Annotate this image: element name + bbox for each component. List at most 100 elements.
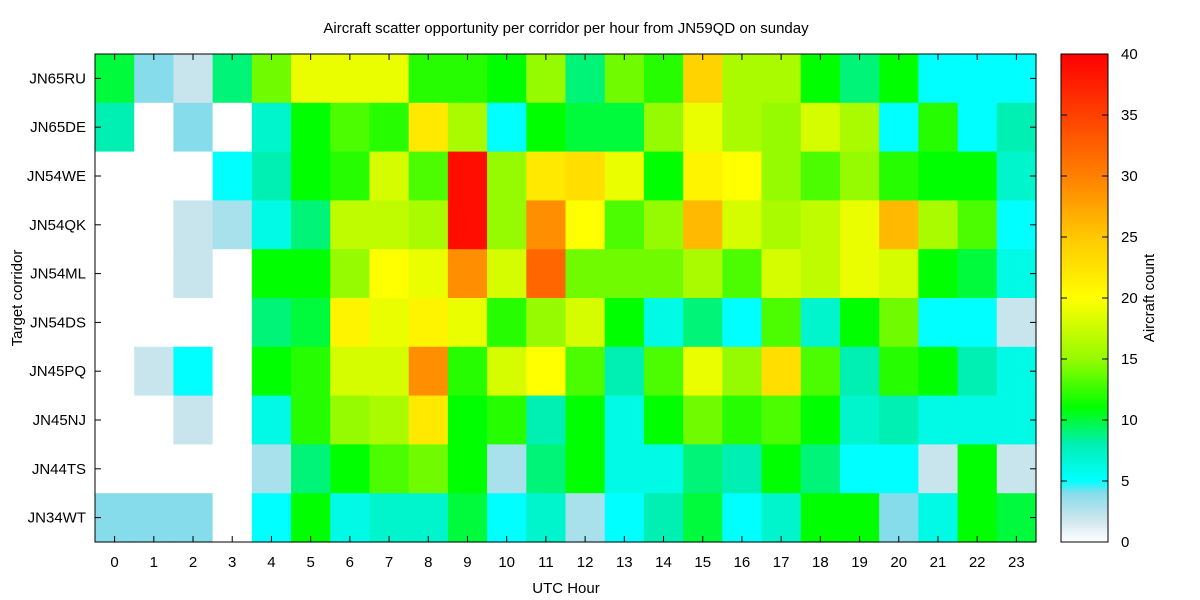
x-tick-label: 6: [346, 554, 354, 571]
heatmap-cell: [957, 249, 998, 299]
heatmap-cell: [291, 298, 331, 348]
heatmap-cell: [565, 151, 606, 201]
heatmap-cell: [134, 298, 175, 348]
heatmap-cell: [839, 54, 880, 104]
heatmap-cell: [839, 249, 880, 299]
heatmap-cell: [879, 444, 919, 494]
heatmap-cell: [918, 298, 959, 348]
heatmap-cell: [447, 493, 488, 543]
heatmap-cell: [996, 200, 1037, 250]
heatmap-cell: [996, 249, 1037, 299]
heatmap-cell: [565, 200, 606, 250]
heatmap-cell: [95, 54, 135, 104]
heatmap-cell: [251, 200, 292, 250]
x-axis-label: UTC Hour: [532, 580, 600, 597]
heatmap-cell: [369, 102, 410, 153]
heatmap-cell: [330, 54, 371, 104]
heatmap-cell: [408, 298, 449, 348]
heatmap-cell: [800, 346, 841, 397]
colorbar-tick-label: 35: [1121, 107, 1138, 124]
heatmap-cell: [722, 151, 763, 201]
heatmap-cell: [604, 151, 645, 201]
y-tick-label: JN45NJ: [33, 412, 86, 429]
heatmap-cell: [761, 151, 802, 201]
heatmap-cell: [291, 346, 331, 397]
heatmap-cell: [565, 346, 606, 397]
colorbar-label: Aircraft count: [1141, 253, 1158, 342]
heatmap-cell: [643, 54, 684, 104]
x-axis-ticks: 0 1 2 3 4 5 6 7 8 9 10 11 12 13 14 15 16 17 18 19 20 21 22 23: [110, 54, 1025, 571]
heatmap-cell: [643, 102, 684, 153]
heatmap-cell: [134, 200, 175, 250]
x-tick-label: 5: [306, 554, 314, 571]
heatmap-cell: [291, 249, 331, 299]
heatmap-cell: [643, 151, 684, 201]
heatmap-cell: [839, 444, 880, 494]
heatmap-cell: [879, 249, 919, 299]
heatmap-cell: [212, 102, 253, 153]
heatmap-cell: [212, 200, 253, 250]
heatmap-cell: [996, 395, 1037, 445]
heatmap-cell: [526, 54, 567, 104]
heatmap-cell: [526, 444, 567, 494]
heatmap-cell: [526, 298, 567, 348]
heatmap-cell: [839, 200, 880, 250]
heatmap-cell: [604, 200, 645, 250]
x-tick-label: 16: [734, 554, 751, 571]
heatmap-cell: [957, 102, 998, 153]
x-tick-label: 19: [851, 554, 868, 571]
colorbar-tick-label: 5: [1121, 473, 1129, 490]
heatmap-cells: [95, 54, 1037, 543]
heatmap-cell: [643, 493, 684, 543]
colorbar-tick-label: 25: [1121, 229, 1138, 246]
heatmap-cell: [291, 200, 331, 250]
heatmap-cell: [565, 249, 606, 299]
heatmap-cell: [918, 102, 959, 153]
heatmap-cell: [134, 54, 175, 104]
heatmap-cell: [212, 444, 253, 494]
heatmap-cell: [565, 102, 606, 153]
heatmap-cell: [800, 298, 841, 348]
heatmap-cell: [957, 444, 998, 494]
heatmap-cell: [957, 151, 998, 201]
heatmap-cell: [212, 151, 253, 201]
heatmap-cell: [447, 54, 488, 104]
x-tick-label: 13: [616, 554, 633, 571]
heatmap-cell: [173, 395, 214, 445]
heatmap-cell: [369, 493, 410, 543]
colorbar-tick-label: 0: [1121, 534, 1129, 551]
x-tick-label: 21: [930, 554, 947, 571]
heatmap-cell: [330, 102, 371, 153]
colorbar-tick-label: 10: [1121, 412, 1138, 429]
heatmap-cell: [526, 200, 567, 250]
heatmap-cell: [251, 493, 292, 543]
heatmap-cell: [604, 102, 645, 153]
heatmap-cell: [408, 54, 449, 104]
heatmap-cell: [369, 346, 410, 397]
heatmap-cell: [487, 298, 527, 348]
heatmap-cell: [643, 249, 684, 299]
heatmap-cell: [369, 395, 410, 445]
heatmap-cell: [683, 346, 723, 397]
heatmap-cell: [957, 200, 998, 250]
heatmap-cell: [918, 395, 959, 445]
heatmap-cell: [134, 102, 175, 153]
x-tick-label: 17: [773, 554, 790, 571]
heatmap-cell: [487, 444, 527, 494]
heatmap-cell: [761, 200, 802, 250]
heatmap-cell: [918, 444, 959, 494]
heatmap-cell: [487, 102, 527, 153]
heatmap-cell: [996, 102, 1037, 153]
heatmap-cell: [761, 346, 802, 397]
y-tick-label: JN65DE: [30, 119, 86, 136]
heatmap-cell: [918, 151, 959, 201]
heatmap-cell: [683, 249, 723, 299]
heatmap-cell: [643, 346, 684, 397]
y-tick-label: JN54DS: [30, 314, 86, 331]
heatmap-cell: [683, 395, 723, 445]
heatmap-cell: [369, 249, 410, 299]
heatmap-cell: [565, 54, 606, 104]
heatmap-cell: [800, 249, 841, 299]
heatmap-cell: [761, 298, 802, 348]
heatmap-cell: [251, 102, 292, 153]
